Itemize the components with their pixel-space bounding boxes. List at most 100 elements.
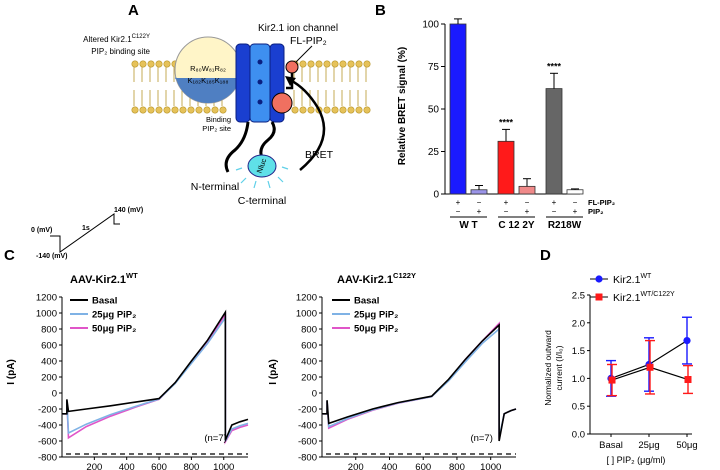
svg-text:AAV-Kir2.1WT: AAV-Kir2.1WT — [70, 271, 138, 286]
c-ytick-label: -600 — [298, 437, 317, 448]
c-xtick-label: 800 — [449, 462, 465, 470]
c-left-ylabel: I (pA) — [6, 359, 17, 385]
c-terminal-tail — [259, 121, 276, 159]
b-fl-sign: − — [525, 198, 530, 207]
d-legend-label: Kir2.1WT — [613, 273, 652, 286]
panel-a-schematic: R₈₀W₈₁R₈₂ K₁₈₂K₁₈₅K₁₈₈ Altered Kir2.1C12… — [31, 23, 371, 260]
altered-site-sup: C122Y — [132, 34, 150, 40]
d-xtick-label: 50μg — [676, 440, 697, 451]
b-significance: **** — [547, 61, 562, 71]
b-row-label-pip: PIP₂ — [588, 207, 603, 216]
lipid-head — [147, 60, 155, 68]
d-xtick-label: Basal — [599, 440, 623, 451]
lipid-head — [307, 60, 315, 68]
c-legend-label: 50μg PiP₂ — [92, 324, 136, 335]
c-ytick-label: 200 — [301, 373, 317, 384]
b-bar — [470, 189, 488, 195]
binding-label1: Binding — [206, 115, 231, 124]
fl-pip2-head — [285, 60, 299, 74]
d-ytick-label: 0.5 — [572, 402, 585, 413]
lipid-head — [219, 106, 227, 114]
c-ytick-label: 400 — [301, 357, 317, 368]
d-ylabel-line2: current (I/I₀) — [554, 345, 564, 390]
c-ytick-label: 1000 — [296, 309, 317, 320]
voltage-protocol: 0 (mV) -140 (mV) 1s 140 (mV) — [31, 207, 143, 260]
c-ytick-label: 0 — [52, 389, 57, 400]
lipid-head — [155, 106, 163, 114]
panel-c-traces: AAV-Kir2.1WT AAV-Kir2.1C122Y I (pA) I (p… — [6, 271, 517, 470]
b-pip-sign: + — [477, 207, 482, 216]
c-trace-series — [322, 321, 517, 440]
d-point — [646, 363, 654, 371]
d-ytick-label: 2.0 — [572, 318, 585, 329]
b-fl-sign: − — [573, 198, 578, 207]
c-ytick-label: -200 — [38, 405, 57, 416]
c-ytick-label: 800 — [41, 325, 57, 336]
residues-line2: K₁₈₂K₁₈₅K₁₈₈ — [188, 76, 229, 85]
c-ytick-label: -400 — [298, 421, 317, 432]
c-ytick-label: -600 — [38, 437, 57, 448]
c-trace-series — [62, 309, 249, 441]
b-pip-sign: − — [504, 207, 509, 216]
c-n-label: (n=7) — [470, 433, 492, 444]
lipid-head — [187, 106, 195, 114]
lipid-head — [363, 60, 371, 68]
c-xtick-label: 200 — [86, 462, 102, 470]
n-terminal-label: N-terminal — [191, 181, 239, 193]
c-ytick-label: 1000 — [36, 309, 57, 320]
lipid-head — [355, 106, 363, 114]
lipid-head — [203, 106, 211, 114]
lipid-head — [323, 106, 331, 114]
c-left-title-sup: WT — [126, 271, 138, 280]
c-right-title-sup: C122Y — [393, 271, 416, 280]
c-legend-label: Basal — [354, 296, 379, 307]
d-ytick-label: 0.0 — [572, 430, 585, 441]
b-ytick-label: 50 — [428, 105, 440, 116]
lipid-head — [131, 106, 139, 114]
d-point — [608, 376, 616, 384]
d-xtick-label: 25μg — [638, 440, 659, 451]
lipid-head — [139, 106, 147, 114]
lipid-head — [131, 60, 139, 68]
c-xtick-label: 200 — [348, 462, 364, 470]
panel-letter-b: B — [375, 2, 386, 19]
lipid-head — [363, 106, 371, 114]
c-ytick-label: 600 — [301, 341, 317, 352]
b-pip-sign: + — [573, 207, 578, 216]
altered-site-label2: PIP₂ binding site — [91, 47, 150, 56]
binding-label2: PIP₂ site — [202, 124, 231, 133]
nluc-marker — [247, 154, 277, 178]
lipid-head — [347, 60, 355, 68]
c-ytick-label: 800 — [301, 325, 317, 336]
b-row-label-fl: FL-PIP₂ — [588, 198, 615, 207]
c-left-title: AAV-Kir2.1 — [70, 274, 126, 286]
c-ytick-label: -400 — [38, 421, 57, 432]
b-ytick-label: 100 — [422, 20, 439, 31]
panel-letter-a: A — [128, 2, 139, 19]
b-bar — [566, 189, 584, 195]
protocol-1s: 1s — [82, 225, 90, 232]
protocol-0mv: 0 (mV) — [31, 227, 52, 234]
b-fl-sign: + — [456, 198, 461, 207]
d-legend-marker — [595, 275, 603, 283]
lipid-head — [315, 60, 323, 68]
svg-text:AAV-Kir2.1C122Y: AAV-Kir2.1C122Y — [337, 271, 416, 286]
c-ytick-label: 1200 — [296, 293, 317, 304]
lipid-head — [307, 106, 315, 114]
c-ytick-label: 0 — [312, 389, 317, 400]
b-fl-sign: + — [504, 198, 509, 207]
c-xtick-label: 1000 — [480, 462, 501, 470]
d-legend-label: Kir2.1WT/C122Y — [613, 291, 675, 304]
lipid-head — [291, 106, 299, 114]
lipid-head — [299, 106, 307, 114]
c-ytick-label: -800 — [298, 453, 317, 464]
d-point — [684, 376, 692, 384]
b-bar — [518, 185, 536, 195]
c-xtick-label: 400 — [119, 462, 135, 470]
lipid-head — [163, 106, 171, 114]
b-significance: **** — [499, 117, 514, 127]
lipid-head — [339, 106, 347, 114]
lipid-head — [155, 60, 163, 68]
b-fl-sign: − — [477, 198, 482, 207]
